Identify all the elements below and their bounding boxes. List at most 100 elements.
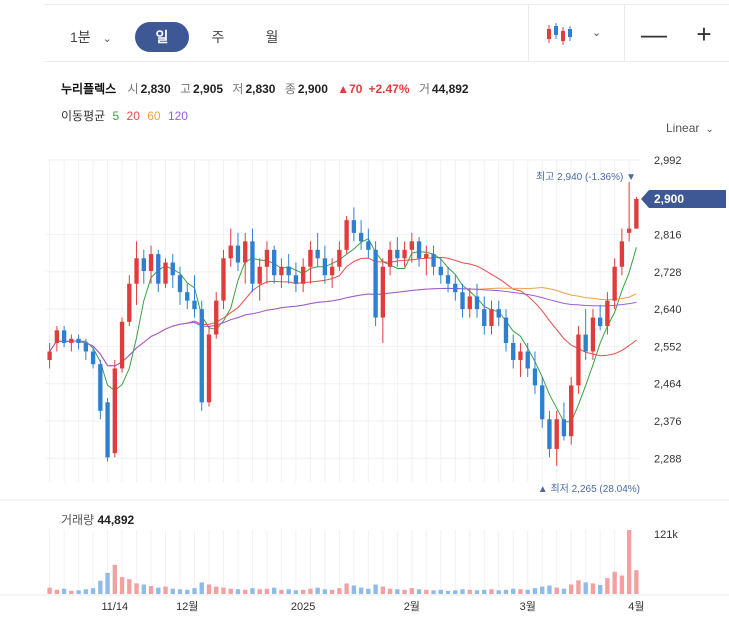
y-tick-label: 2,552 [654, 341, 682, 353]
volume-bar [257, 589, 262, 594]
quote-summary: 누리플렉스 시 2,830 고 2,905 저 2,830 종 2,900 ▲70 +2.… [61, 80, 475, 97]
candle-body [279, 266, 284, 276]
candle-body [134, 258, 139, 284]
candle-body [532, 368, 538, 386]
volume-bar [272, 587, 277, 594]
low-annotation: ▲ 최저 2,265 (28.04%) [538, 483, 640, 495]
volume-bar [460, 589, 465, 594]
candle-body [597, 317, 603, 327]
candle-body [583, 334, 588, 352]
volume-bar [69, 590, 74, 594]
volume-bar [177, 589, 183, 594]
volume-bar [54, 589, 60, 594]
candle-body [503, 317, 509, 344]
volume-bar [482, 589, 487, 594]
candle-body [453, 283, 458, 293]
candle-body [525, 351, 530, 369]
candle-body [61, 330, 67, 344]
candle-body [127, 283, 132, 322]
change-percent: +2.47% [368, 82, 410, 96]
volume-bar [590, 583, 596, 594]
candle-body [112, 368, 117, 454]
volume-bar [286, 589, 291, 594]
y-tick-label: 2,376 [654, 416, 682, 428]
candle-body [344, 220, 349, 250]
volume-panel-value: 44,892 [97, 513, 135, 527]
volume-bar [308, 588, 313, 594]
current-price-label: 2,900 [654, 192, 684, 206]
volume-bar [373, 584, 378, 594]
low-label: 저 [232, 82, 244, 96]
scale-mode-dropdown[interactable]: Linear ⌄ [666, 121, 714, 135]
candle-body [206, 334, 212, 403]
timeframe-week-button[interactable]: 주 [211, 29, 225, 45]
volume-bar [185, 589, 190, 594]
candle-body [358, 232, 364, 242]
volume-bar [76, 590, 81, 594]
candle-body [243, 241, 248, 263]
candle-body [395, 249, 400, 259]
candle-body [293, 275, 299, 284]
volume-bar [83, 589, 89, 594]
candle-body [438, 266, 443, 276]
chart-type-dropdown[interactable]: ⌄ [544, 21, 614, 49]
x-tick-label: 3월 [520, 600, 536, 613]
y-tick-label: 2,816 [654, 230, 682, 242]
y-tick-label: 2,464 [654, 379, 682, 391]
candle-body [431, 254, 436, 267]
candle-body [554, 419, 559, 449]
chevron-down-icon: ⌄ [102, 33, 112, 45]
candle-body [460, 292, 465, 310]
candle-body [272, 249, 277, 276]
volume-bar [47, 587, 52, 594]
volume-bar [148, 586, 154, 594]
timeframe-month-button[interactable]: 월 [265, 29, 279, 45]
volume-bar [453, 590, 458, 594]
volume-bar [315, 587, 320, 594]
ma5-line [49, 238, 637, 423]
candle-body [416, 241, 422, 259]
zoom-in-button[interactable]: + [696, 19, 712, 49]
candle-body [221, 258, 226, 301]
scale-mode-label: Linear [666, 121, 700, 135]
volume-bar [612, 571, 617, 594]
candle-body [445, 275, 451, 284]
zoom-out-button[interactable]: — [641, 19, 667, 49]
volume-bar [532, 588, 538, 594]
timeframe-day-button[interactable]: 일 [135, 22, 189, 52]
close-value: 2,900 [297, 82, 328, 96]
candle-body [387, 249, 393, 267]
high-value: 2,905 [193, 82, 224, 96]
candle-body [185, 292, 190, 301]
volume-bar [98, 580, 103, 594]
candle-body [177, 275, 183, 293]
candle-body [619, 241, 625, 267]
x-tick-label: 2월 [404, 600, 420, 613]
moving-average-legend[interactable]: 이동평균 5 20 60 120 [61, 107, 192, 124]
volume-bar [547, 585, 552, 594]
candle-body [634, 198, 639, 229]
volume-bar [127, 579, 132, 594]
candle-body [351, 220, 357, 233]
volume-bar [322, 589, 328, 594]
toolbar-divider [624, 5, 625, 61]
candle-body [199, 309, 204, 403]
timeframe-minute-dropdown[interactable]: 1분 ⌄ [70, 22, 126, 52]
volume-bar [214, 586, 219, 594]
candle-body [373, 249, 378, 318]
candle-body [409, 241, 414, 250]
volume-panel-label: 거래량 [61, 513, 95, 527]
candle-body [228, 245, 233, 259]
volume-bar [634, 570, 639, 594]
moving-average-label: 이동평균 [61, 109, 106, 123]
candle-body [467, 296, 472, 310]
change-value: ▲70 [337, 82, 363, 96]
volume-bar [395, 589, 400, 594]
volume-bar [597, 585, 603, 594]
volume-bar [503, 589, 509, 594]
volume-bar [409, 588, 414, 594]
current-price-tag [641, 189, 726, 208]
candle-body [264, 249, 270, 267]
candle-body [489, 309, 494, 327]
